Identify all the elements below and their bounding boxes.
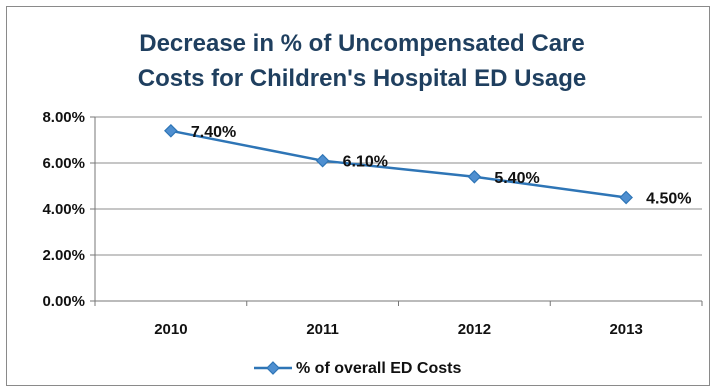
series-line [164,123,633,205]
legend: % of overall ED Costs [254,360,461,377]
x-tick-label-2010: 2010 [154,321,187,338]
chart-frame [6,6,710,386]
data-label-2011: 6.10% [343,154,388,171]
data-point-2010 [164,123,178,138]
data-point-2013 [619,190,633,205]
gridlines [95,116,702,256]
x-tick-label-2011: 2011 [306,321,339,338]
x-tick-label-2013: 2013 [609,321,642,338]
legend-marker-diamond [266,361,280,375]
legend-label: % of overall ED Costs [296,360,461,377]
data-label-2013: 4.50% [646,191,691,208]
data-point-2012 [467,169,482,184]
x-axis: 2010 2011 2012 2013 [94,300,703,338]
y-tick-label: 8.00% [42,109,85,126]
y-tick-label: 6.00% [42,155,85,172]
y-axis: 0.00% 2.00% 4.00% 6.00% 8.00% [42,109,96,310]
chart-title-line-1: Decrease in % of Uncompensated Care [139,30,585,57]
data-label-2012: 5.40% [494,170,539,187]
chart-title-line-2: Costs for Children's Hospital ED Usage [138,65,586,92]
x-tick-label-2012: 2012 [458,321,491,338]
data-point-2011 [315,153,330,168]
data-labels: 7.40% 6.10% 5.40% 4.50% [191,124,692,208]
y-tick-label: 0.00% [42,293,85,310]
series-polyline [170,129,627,199]
y-tick-label: 2.00% [42,247,85,264]
y-tick-label: 4.00% [42,201,85,218]
data-label-2010: 7.40% [191,124,236,141]
